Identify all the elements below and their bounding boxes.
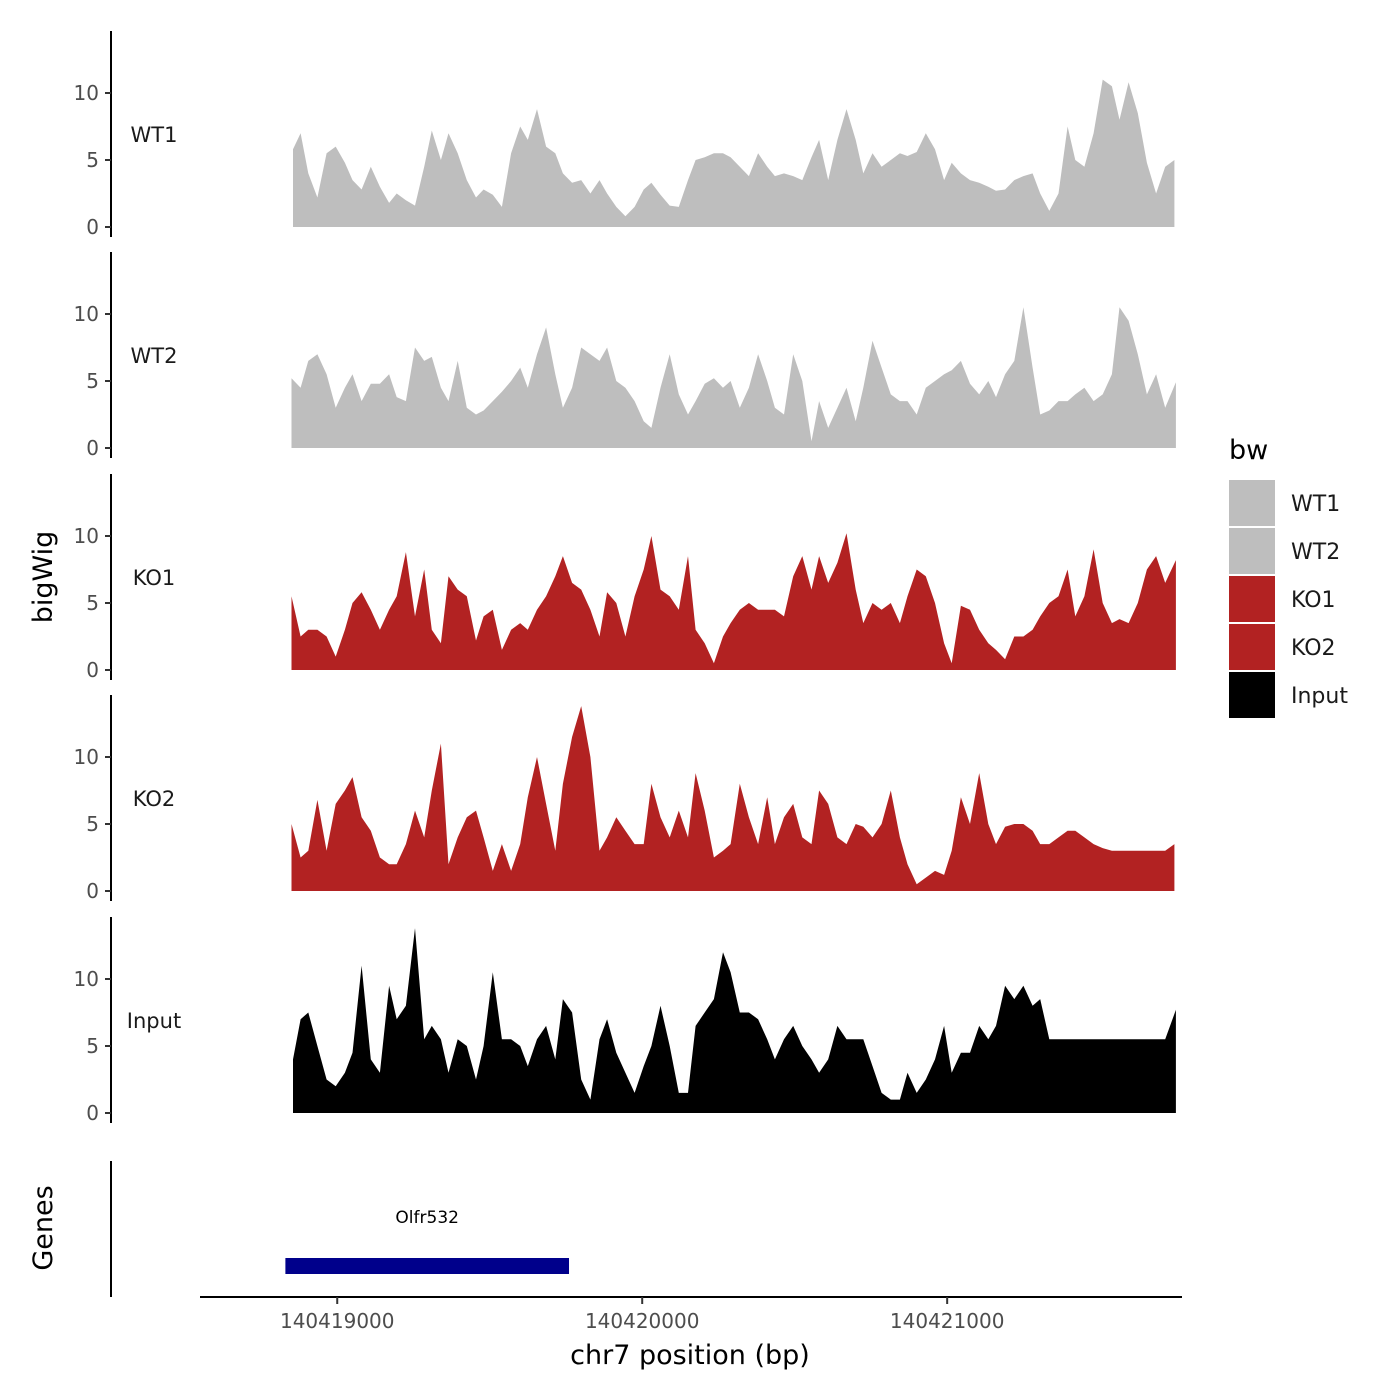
x-tick-label-140421000: 140421000 <box>890 1309 1005 1333</box>
x-axis-title: chr7 position (bp) <box>570 1340 810 1371</box>
area-wt1 <box>293 79 1175 227</box>
track-label-ko1: KO1 <box>133 566 176 590</box>
legend-label-wt2: WT2 <box>1291 540 1340 565</box>
track-label-wt2: WT2 <box>131 344 178 368</box>
gene-body-olfr532 <box>285 1258 570 1274</box>
legend-swatch-wt2 <box>1229 528 1275 574</box>
y-tick-label-ko2-0: 0 <box>86 879 99 903</box>
track-label-input: Input <box>127 1009 181 1033</box>
legend-swatch-ko2 <box>1229 624 1275 670</box>
legend: bw WT1 WT2 KO1 KO2 Input <box>1229 435 1348 718</box>
signal-tracks: 0 5 10 WT1 0 5 10 WT2 0 5 10 KO1 0 5 10 KO2 0 5 10 Input <box>74 31 1176 1125</box>
track-ko2: 0 5 10 KO2 <box>74 695 1175 903</box>
y-tick-label-wt2-5: 5 <box>86 369 99 393</box>
y-tick-label-ko1-5: 5 <box>86 591 99 615</box>
genes-axis-title: Genes <box>28 1185 59 1270</box>
y-tick-label-input-0: 0 <box>86 1101 99 1125</box>
legend-swatch-ko1 <box>1229 576 1275 622</box>
legend-title: bw <box>1229 435 1268 466</box>
legend-swatch-input <box>1229 672 1275 718</box>
area-ko1 <box>291 533 1176 670</box>
y-tick-label-wt1-5: 5 <box>86 148 99 172</box>
track-label-ko2: KO2 <box>133 787 176 811</box>
gene-marks: Olfr532 <box>285 1208 570 1274</box>
gene-label-olfr532: Olfr532 <box>395 1208 459 1228</box>
legend-label-ko1: KO1 <box>1291 588 1336 613</box>
track-input: 0 5 10 Input <box>74 917 1176 1125</box>
y-tick-label-input-5: 5 <box>86 1034 99 1058</box>
area-wt2 <box>291 307 1176 448</box>
x-tick-label-140420000: 140420000 <box>585 1309 700 1333</box>
x-axis: 140419000 140420000 140421000 <box>200 1296 1182 1333</box>
legend-label-input: Input <box>1291 684 1348 709</box>
y-tick-label-ko1-10: 10 <box>74 524 99 548</box>
y-tick-label-wt1-10: 10 <box>74 81 99 105</box>
x-ticks: 140419000 140420000 140421000 <box>280 1297 1004 1333</box>
legend-label-ko2: KO2 <box>1291 636 1336 661</box>
y-tick-label-ko1-0: 0 <box>86 658 99 682</box>
legend-swatch-wt1 <box>1229 480 1275 526</box>
y-tick-label-ko2-10: 10 <box>74 745 99 769</box>
track-wt1: 0 5 10 WT1 <box>74 31 1175 239</box>
track-wt2: 0 5 10 WT2 <box>74 252 1176 460</box>
track-label-wt1: WT1 <box>131 123 178 147</box>
y-axis-title: bigWig <box>28 531 59 624</box>
area-input <box>293 928 1176 1113</box>
y-tick-label-wt2-0: 0 <box>86 436 99 460</box>
x-tick-label-140419000: 140419000 <box>280 1309 395 1333</box>
y-tick-label-input-10: 10 <box>74 967 99 991</box>
area-ko2 <box>291 706 1175 891</box>
y-tick-label-wt2-10: 10 <box>74 302 99 326</box>
y-tick-label-wt1-0: 0 <box>86 215 99 239</box>
gene-panel: Olfr532 <box>110 1161 570 1297</box>
track-ko1: 0 5 10 KO1 <box>74 474 1176 682</box>
y-tick-label-ko2-5: 5 <box>86 812 99 836</box>
legend-label-wt1: WT1 <box>1291 492 1340 517</box>
